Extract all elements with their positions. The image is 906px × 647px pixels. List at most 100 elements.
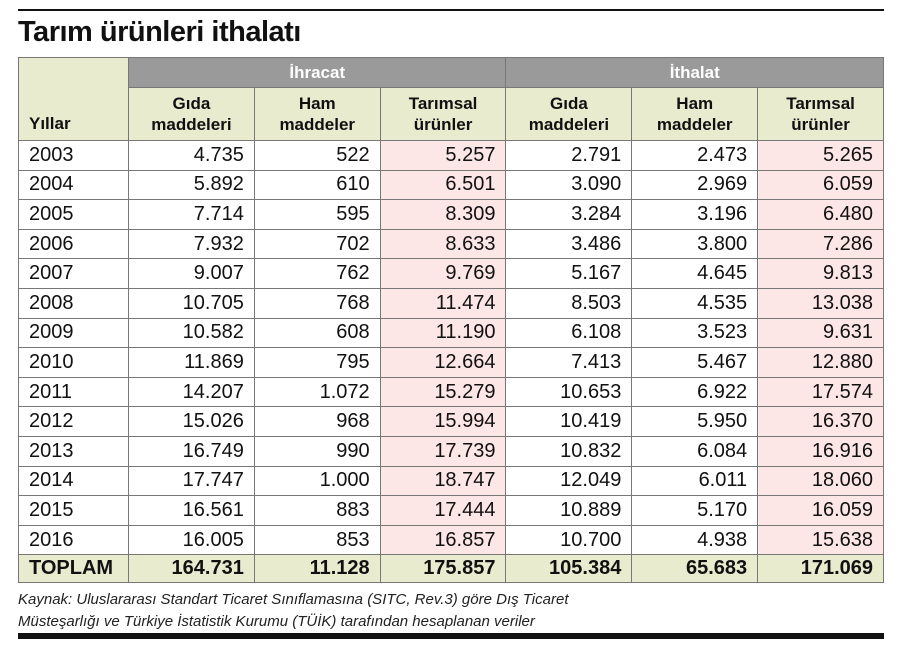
year-cell: 2014: [18, 465, 129, 497]
data-row: 2004 5.892 610 6.501 3.090 2.969 6.059: [18, 169, 884, 201]
value-cell: 968: [253, 406, 381, 437]
year-cell: 2004: [18, 169, 129, 201]
value-cell: 10.582: [128, 317, 255, 349]
value-cell: 3.486: [505, 228, 633, 260]
value-cell: 2.791: [505, 140, 633, 171]
value-cell: 595: [253, 199, 381, 230]
value-cell: 610: [253, 169, 381, 201]
value-cell: 16.370: [757, 406, 884, 437]
total-row: TOPLAM 164.731 11.128 175.857 105.384 65.683 1…: [18, 554, 884, 584]
year-cell: 2012: [18, 406, 129, 437]
value-cell: 883: [253, 495, 381, 526]
value-cell: 5.950: [631, 406, 759, 437]
value-cell: 8.633: [379, 228, 507, 260]
value-cell: 608: [253, 317, 381, 349]
value-cell: 6.084: [631, 435, 759, 467]
title: Tarım ürünleri ithalatı: [18, 16, 301, 48]
year-cell: 2005: [18, 199, 129, 230]
value-cell: 18.060: [757, 465, 884, 497]
value-cell: 10.419: [505, 406, 633, 437]
value-cell: 762: [253, 258, 381, 289]
value-cell: 7.286: [757, 228, 884, 260]
column-header: Tarımsal ürünler: [757, 87, 884, 141]
total-cell: 171.069: [757, 554, 884, 584]
year-cell: 2009: [18, 317, 129, 349]
value-cell: 11.869: [128, 347, 255, 378]
value-cell: 18.747: [379, 465, 507, 497]
total-cell: 65.683: [631, 554, 759, 584]
data-row: 2014 17.747 1.000 18.747 12.049 6.011 18.060: [18, 465, 884, 497]
data-row: 2012 15.026 968 15.994 10.419 5.950 16.370: [18, 406, 884, 437]
value-cell: 16.561: [128, 495, 255, 526]
value-cell: 990: [253, 435, 381, 467]
value-cell: 10.889: [505, 495, 633, 526]
value-cell: 10.832: [505, 435, 633, 467]
value-cell: 12.880: [757, 347, 884, 378]
value-cell: 10.653: [505, 376, 633, 408]
data-row: 2016 16.005 853 16.857 10.700 4.938 15.638: [18, 524, 884, 556]
value-cell: 3.090: [505, 169, 633, 201]
value-cell: 522: [253, 140, 381, 171]
value-cell: 5.892: [128, 169, 255, 201]
column-header: Gıda maddeleri: [505, 87, 633, 141]
value-cell: 6.108: [505, 317, 633, 349]
data-row: 2010 11.869 795 12.664 7.413 5.467 12.880: [18, 347, 884, 378]
year-cell: 2007: [18, 258, 129, 289]
group-header-row: Yıllar İhracat İthalat: [18, 57, 884, 141]
data-table: Yıllar İhracat İthalat Gıda maddeleri Ham ma…: [18, 57, 884, 584]
value-cell: 702: [253, 228, 381, 260]
value-cell: 795: [253, 347, 381, 378]
value-cell: 15.994: [379, 406, 507, 437]
value-cell: 12.049: [505, 465, 633, 497]
value-cell: 3.196: [631, 199, 759, 230]
total-cell: 11.128: [253, 554, 381, 584]
data-row: 2015 16.561 883 17.444 10.889 5.170 16.059: [18, 495, 884, 526]
source-line: Kaynak: Uluslararası Standart Ticaret Sı…: [18, 591, 569, 608]
total-label: TOPLAM: [18, 554, 129, 584]
data-row: 2003 4.735 522 5.257 2.791 2.473 5.265: [18, 140, 884, 171]
top-rule: [18, 9, 884, 11]
source: Kaynak: Uluslararası Standart Ticaret Sı…: [18, 589, 569, 633]
value-cell: 4.735: [128, 140, 255, 171]
value-cell: 9.813: [757, 258, 884, 289]
year-cell: 2016: [18, 524, 129, 556]
column-header: Tarımsal ürünler: [379, 87, 507, 141]
value-cell: 17.444: [379, 495, 507, 526]
value-cell: 10.700: [505, 524, 633, 556]
value-cell: 11.474: [379, 287, 507, 319]
value-cell: 17.574: [757, 376, 884, 408]
value-cell: 3.800: [631, 228, 759, 260]
year-cell: 2008: [18, 287, 129, 319]
data-row: 2009 10.582 608 11.190 6.108 3.523 9.631: [18, 317, 884, 349]
value-cell: 768: [253, 287, 381, 319]
data-row: 2005 7.714 595 8.309 3.284 3.196 6.480: [18, 199, 884, 230]
year-cell: 2015: [18, 495, 129, 526]
value-cell: 6.059: [757, 169, 884, 201]
column-header: Ham maddeler: [631, 87, 759, 141]
value-cell: 16.005: [128, 524, 255, 556]
column-header: Ham maddeler: [253, 87, 381, 141]
value-cell: 9.769: [379, 258, 507, 289]
year-header: Yıllar: [18, 57, 129, 141]
value-cell: 10.705: [128, 287, 255, 319]
data-row: 2013 16.749 990 17.739 10.832 6.084 16.916: [18, 435, 884, 467]
source-line: Müsteşarlığı ve Türkiye İstatistik Kurum…: [18, 613, 535, 630]
value-cell: 7.413: [505, 347, 633, 378]
value-cell: 12.664: [379, 347, 507, 378]
value-cell: 5.265: [757, 140, 884, 171]
value-cell: 15.638: [757, 524, 884, 556]
value-cell: 9.631: [757, 317, 884, 349]
value-cell: 6.501: [379, 169, 507, 201]
year-cell: 2011: [18, 376, 129, 408]
bottom-rule: [18, 633, 884, 639]
value-cell: 3.523: [631, 317, 759, 349]
data-row: 2008 10.705 768 11.474 8.503 4.535 13.038: [18, 287, 884, 319]
value-cell: 4.938: [631, 524, 759, 556]
group-header: İthalat: [505, 57, 884, 88]
value-cell: 6.480: [757, 199, 884, 230]
value-cell: 16.749: [128, 435, 255, 467]
value-cell: 16.916: [757, 435, 884, 467]
value-cell: 11.190: [379, 317, 507, 349]
year-cell: 2006: [18, 228, 129, 260]
